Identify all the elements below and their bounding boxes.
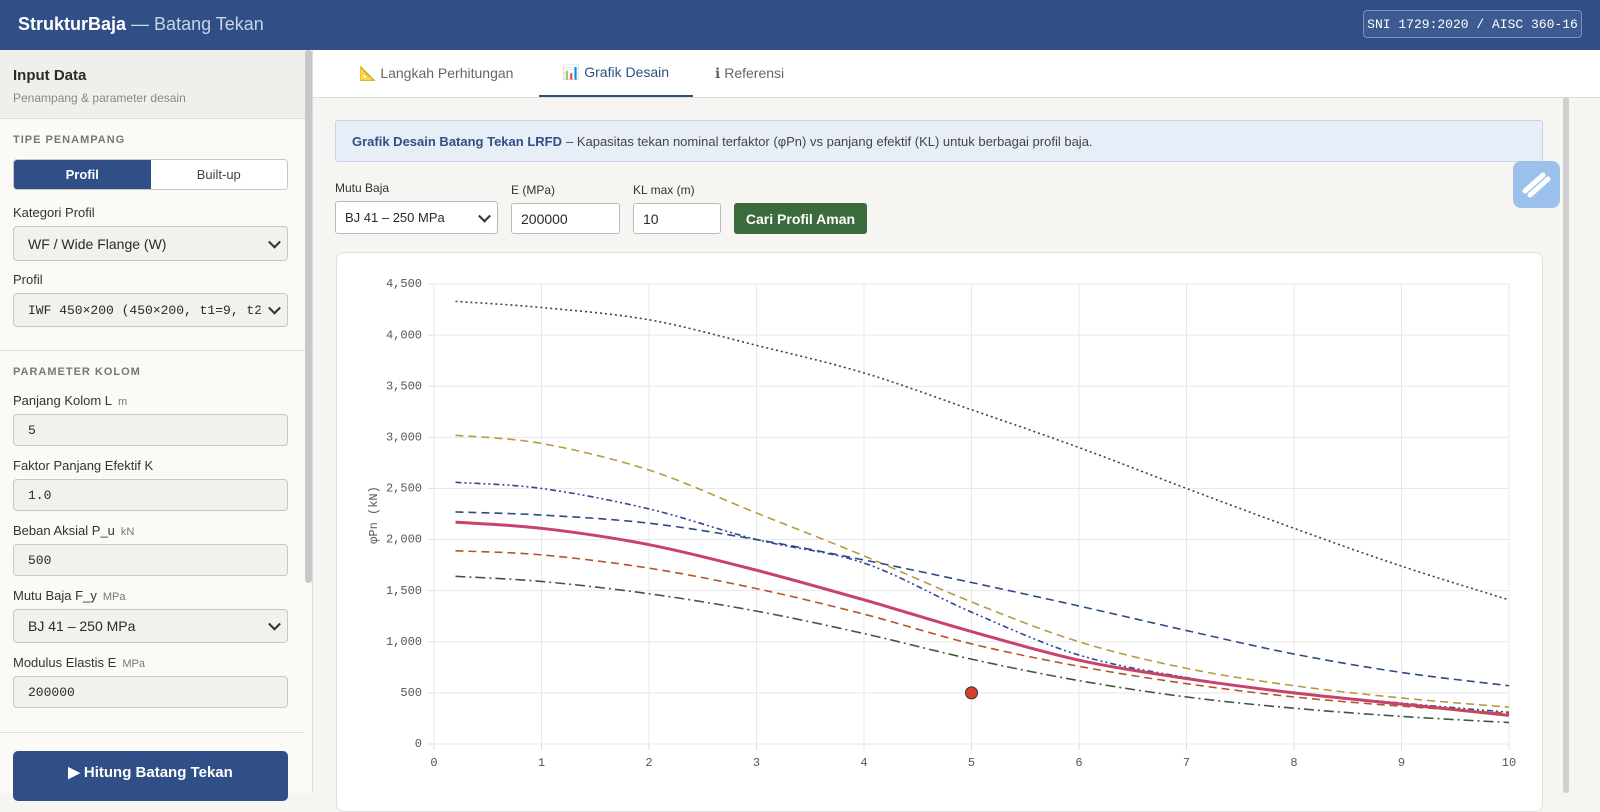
series-line	[455, 434, 1510, 708]
tab[interactable]: ℹ Referensi	[715, 65, 785, 81]
x-tick-label: 10	[1502, 756, 1516, 770]
divider	[0, 350, 305, 351]
field-label: Faktor Panjang Efektif K	[13, 458, 154, 473]
select-value: BJ 41 – 250 MPa	[345, 210, 445, 225]
sidebar-subtitle: Penampang & parameter desain	[13, 91, 186, 105]
select[interactable]: IWF 450×200 (450×200, t1=9, t2=1	[13, 293, 288, 327]
calculate-button[interactable]: ▶ Hitung Batang Tekan	[13, 751, 288, 801]
x-tick-label: 9	[1398, 756, 1405, 770]
select-value: BJ 41 – 250 MPa	[28, 618, 136, 634]
sidebar: Input Data Penampang & parameter desain …	[0, 50, 313, 801]
field-label: Mutu Baja F_y MPa	[13, 588, 125, 603]
y-axis-label: φPn (kN)	[367, 486, 381, 544]
design-point	[965, 686, 978, 700]
x-tick-label: 2	[645, 756, 652, 770]
standard-badge: SNI 1729:2020 / AISC 360-16	[1363, 10, 1582, 38]
x-tick-label: 3	[753, 756, 760, 770]
toggle: Profil Built-up	[13, 159, 288, 190]
x-tick-label: 4	[860, 756, 867, 770]
section-label: PARAMETER KOLOM	[13, 366, 141, 378]
y-tick-label: 4,000	[386, 328, 422, 342]
tab-active[interactable]: 📊 Grafik Desain	[539, 50, 693, 97]
y-tick-label: 1,000	[386, 635, 422, 649]
search-button[interactable]: Cari Profil Aman	[734, 203, 867, 234]
toggle-option[interactable]: Built-up	[150, 160, 287, 189]
scrollbar	[305, 50, 312, 583]
series-line	[455, 575, 1510, 724]
series-line	[455, 550, 1510, 715]
select-value: WF / Wide Flange (W)	[28, 235, 167, 252]
field-label: Panjang Kolom L m	[13, 393, 127, 408]
chart: φPn (kN) 0 500 1,000 1,500 2,000 2,500 3,000 3,…	[367, 277, 1516, 770]
label-text: Panjang Kolom L	[13, 393, 113, 408]
field-label: Profil	[13, 272, 43, 287]
scrollbar	[1563, 97, 1569, 793]
input[interactable]: 5	[13, 414, 288, 446]
field-label: Modulus Elastis E MPa	[13, 655, 145, 670]
input[interactable]: 10	[633, 203, 721, 234]
x-tick-label: 8	[1290, 756, 1297, 770]
field-label: Beban Aksial P_u kN	[13, 523, 134, 538]
app-subtitle: — Batang Tekan	[131, 14, 264, 34]
label-text: Beban Aksial P_u	[13, 523, 115, 538]
unit: MPa	[122, 658, 145, 670]
section-label: TIPE PENAMPANG	[13, 134, 126, 146]
label-text: Mutu Baja F_y	[13, 588, 97, 603]
select[interactable]: BJ 41 – 250 MPa	[13, 609, 288, 643]
series-line	[455, 511, 1510, 687]
divider	[0, 732, 305, 733]
tab-bar: 📐 Langkah Perhitungan 📊 Grafik Desain ℹ …	[313, 50, 1600, 98]
tab[interactable]: 📐 Langkah Perhitungan	[359, 65, 514, 81]
info-banner: Grafik Desain Batang Tekan LRFD – Kapasit…	[335, 120, 1543, 162]
input[interactable]: 200000	[511, 203, 620, 234]
y-tick-label: 4,500	[386, 277, 422, 291]
y-tick-label: 2,000	[386, 533, 422, 547]
select[interactable]: BJ 41 – 250 MPa	[335, 201, 498, 234]
banner-text: – Kapasitas tekan nominal terfaktor (φPn…	[565, 133, 1093, 149]
sidebar-header	[0, 50, 305, 119]
floating-icon[interactable]	[1513, 161, 1560, 208]
y-tick-label: 2,500	[386, 482, 422, 496]
banner-title: Grafik Desain Batang Tekan LRFD	[352, 133, 562, 149]
control-label: E (MPa)	[511, 183, 556, 197]
input[interactable]: 1.0	[13, 479, 288, 511]
brand: StrukturBaja	[18, 14, 127, 34]
chart-card	[336, 252, 1543, 812]
y-tick-label: 0	[415, 737, 422, 751]
x-tick-label: 5	[968, 756, 975, 770]
x-tick-label: 6	[1075, 756, 1082, 770]
x-tick-label: 1	[538, 756, 545, 770]
unit: m	[118, 396, 128, 408]
x-tick-label: 0	[430, 756, 437, 770]
series-line	[455, 520, 1510, 717]
unit: MPa	[102, 591, 126, 603]
field-label: Kategori Profil	[13, 205, 95, 220]
header: StrukturBaja — Batang Tekan SNI 1729:202…	[0, 0, 1600, 50]
input[interactable]: 200000	[13, 676, 288, 708]
unit: kN	[120, 526, 135, 538]
y-tick-label: 1,500	[386, 584, 422, 598]
sidebar-title: Input Data	[13, 67, 87, 84]
x-tick-label: 7	[1183, 756, 1190, 770]
brand-wrap: StrukturBaja — Batang Tekan	[18, 14, 264, 35]
series-line	[455, 481, 1510, 714]
y-tick-label: 3,500	[386, 379, 422, 393]
select-value: IWF 450×200 (450×200, t1=9, t2=1	[28, 302, 278, 318]
select[interactable]: WF / Wide Flange (W)	[13, 226, 288, 261]
label-text: Modulus Elastis E	[13, 655, 117, 670]
y-tick-label: 500	[400, 686, 422, 700]
control-label: KL max (m)	[633, 183, 695, 197]
toggle-option[interactable]: Profil	[14, 160, 151, 189]
control-label: Mutu Baja	[335, 181, 390, 195]
y-tick-label: 3,000	[386, 431, 422, 445]
series-line	[455, 300, 1510, 601]
icon	[1522, 172, 1551, 198]
input[interactable]: 500	[13, 544, 288, 576]
